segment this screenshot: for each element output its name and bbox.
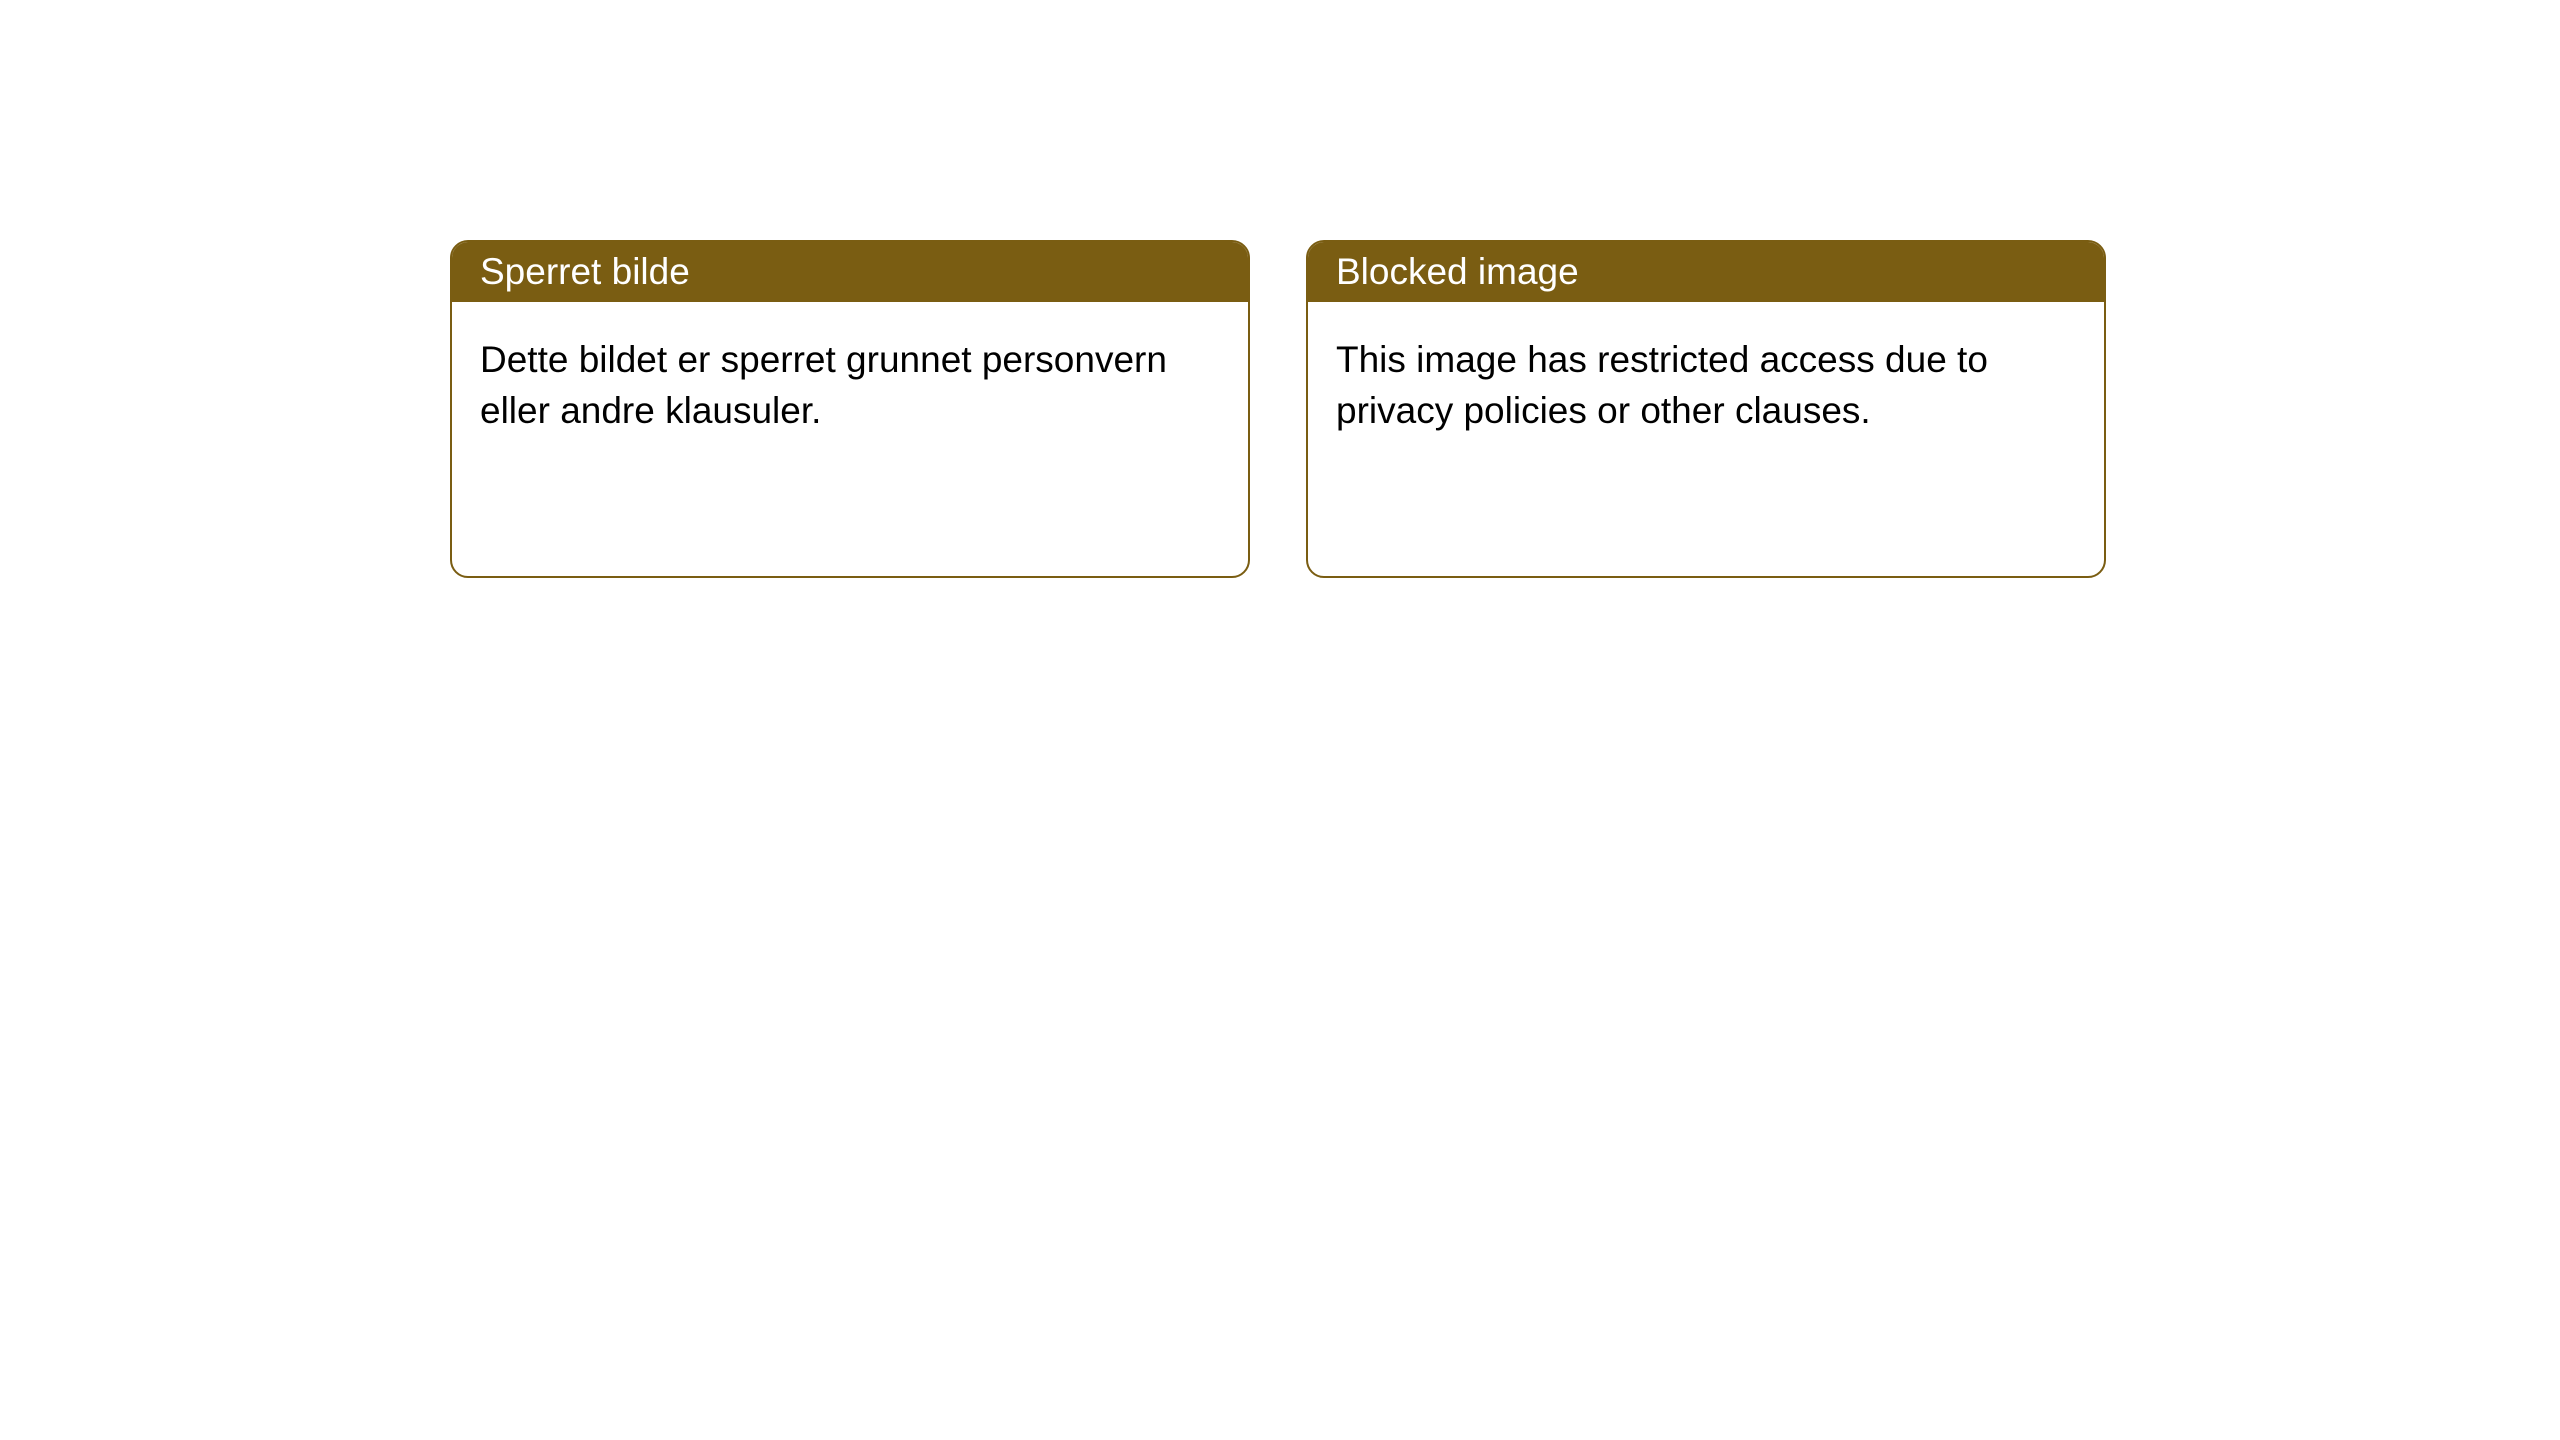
notice-body-text: Dette bildet er sperret grunnet personve… bbox=[480, 339, 1167, 431]
notice-title: Blocked image bbox=[1336, 251, 1579, 293]
notice-card-norwegian: Sperret bilde Dette bildet er sperret gr… bbox=[450, 240, 1250, 578]
notice-card-english: Blocked image This image has restricted … bbox=[1306, 240, 2106, 578]
notice-header: Blocked image bbox=[1308, 242, 2104, 302]
notice-body: Dette bildet er sperret grunnet personve… bbox=[452, 302, 1248, 468]
notice-title: Sperret bilde bbox=[480, 251, 690, 293]
notice-body: This image has restricted access due to … bbox=[1308, 302, 2104, 468]
notice-header: Sperret bilde bbox=[452, 242, 1248, 302]
notice-container: Sperret bilde Dette bildet er sperret gr… bbox=[0, 0, 2560, 578]
notice-body-text: This image has restricted access due to … bbox=[1336, 339, 1988, 431]
